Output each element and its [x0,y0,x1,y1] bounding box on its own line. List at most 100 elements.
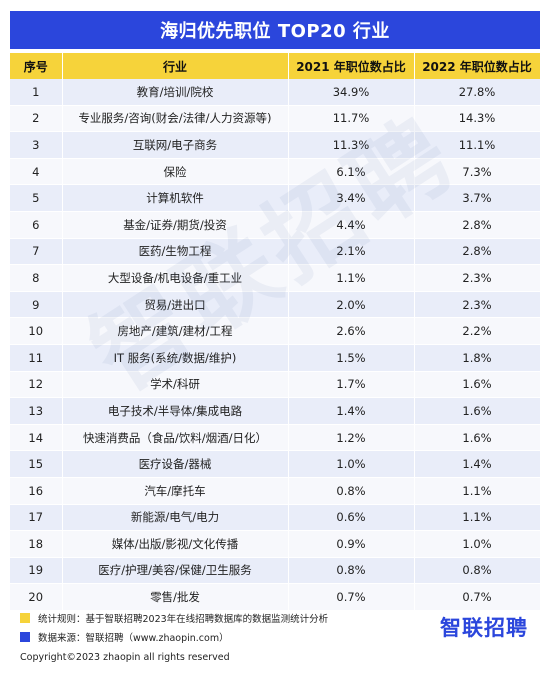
cell-industry: 教育/培训/院校 [62,79,288,105]
cell-industry: 大型设备/机电设备/重工业 [62,265,288,292]
cell-index: 6 [10,211,62,238]
cell-industry: 互联网/电子商务 [62,132,288,159]
cell-2022-share: 1.8% [414,344,540,371]
table-row: 17 新能源/电气/电力 0.6% 1.1% [10,504,540,531]
copyright-text: Copyright©2023 zhaopin all rights reserv… [20,652,230,663]
cell-industry: 医疗/护理/美容/保健/卫生服务 [62,557,288,584]
cell-industry: 汽车/摩托车 [62,477,288,504]
table-row: 12 学术/科研 1.7% 1.6% [10,371,540,398]
note-source: 数据来源：智联招聘（www.zhaopin.com） [20,630,229,644]
cell-2021-share: 3.4% [288,185,414,212]
header-industry: 行业 [62,53,288,79]
cell-2022-share: 3.7% [414,185,540,212]
table-row: 16 汽车/摩托车 0.8% 1.1% [10,477,540,504]
cell-2021-share: 1.5% [288,344,414,371]
cell-industry: 贸易/进出口 [62,291,288,318]
header-2022-share: 2022 年职位数占比 [414,53,540,79]
cell-2022-share: 1.1% [414,477,540,504]
cell-industry: 基金/证券/期货/投资 [62,211,288,238]
cell-2022-share: 7.3% [414,158,540,185]
table-row: 3 互联网/电子商务 11.3% 11.1% [10,132,540,159]
cell-2021-share: 0.6% [288,504,414,531]
cell-industry: 医疗设备/器械 [62,451,288,478]
cell-industry: 房地产/建筑/建材/工程 [62,318,288,345]
cell-2022-share: 1.6% [414,424,540,451]
cell-industry: 快速消费品（食品/饮料/烟酒/日化） [62,424,288,451]
cell-2021-share: 1.1% [288,265,414,292]
cell-index: 8 [10,265,62,292]
cell-2021-share: 0.8% [288,477,414,504]
cell-2022-share: 2.8% [414,238,540,265]
cell-2021-share: 1.7% [288,371,414,398]
cell-2022-share: 1.6% [414,398,540,425]
cell-industry: 专业服务/咨询(财会/法律/人力资源等) [62,105,288,132]
cell-2021-share: 4.4% [288,211,414,238]
note-source-text: 数据来源：智联招聘（www.zhaopin.com） [38,630,229,644]
cell-index: 5 [10,185,62,212]
cell-index: 10 [10,318,62,345]
table-row: 1 教育/培训/院校 34.9% 27.8% [10,79,540,105]
header-2021-share: 2021 年职位数占比 [288,53,414,79]
cell-2021-share: 6.1% [288,158,414,185]
note-rule: 统计规则：基于智联招聘2023年在线招聘数据库的数据监测统计分析 [20,611,328,625]
table-row: 8 大型设备/机电设备/重工业 1.1% 2.3% [10,265,540,292]
cell-2021-share: 1.0% [288,451,414,478]
cell-industry: 保险 [62,158,288,185]
cell-index: 16 [10,477,62,504]
cell-2022-share: 2.3% [414,265,540,292]
cell-index: 11 [10,344,62,371]
cell-index: 4 [10,158,62,185]
cell-index: 14 [10,424,62,451]
cell-index: 15 [10,451,62,478]
cell-index: 13 [10,398,62,425]
table-header-row: 序号 行业 2021 年职位数占比 2022 年职位数占比 [10,53,540,79]
table-row: 5 计算机软件 3.4% 3.7% [10,185,540,212]
cell-industry: IT 服务(系统/数据/维护) [62,344,288,371]
cell-index: 1 [10,79,62,105]
cell-index: 7 [10,238,62,265]
cell-industry: 媒体/出版/影视/文化传播 [62,531,288,558]
cell-2022-share: 2.8% [414,211,540,238]
cell-industry: 电子技术/半导体/集成电路 [62,398,288,425]
cell-2021-share: 1.2% [288,424,414,451]
table-row: 13 电子技术/半导体/集成电路 1.4% 1.6% [10,398,540,425]
cell-industry: 新能源/电气/电力 [62,504,288,531]
cell-index: 9 [10,291,62,318]
cell-index: 2 [10,105,62,132]
table-row: 9 贸易/进出口 2.0% 2.3% [10,291,540,318]
cell-2021-share: 11.3% [288,132,414,159]
yellow-square-icon [20,613,30,623]
industry-table: 序号 行业 2021 年职位数占比 2022 年职位数占比 1 教育/培训/院校 3… [10,53,541,611]
table-row: 10 房地产/建筑/建材/工程 2.6% 2.2% [10,318,540,345]
cell-2022-share: 0.8% [414,557,540,584]
cell-2022-share: 11.1% [414,132,540,159]
cell-industry: 医药/生物工程 [62,238,288,265]
cell-2022-share: 2.3% [414,291,540,318]
table-row: 14 快速消费品（食品/饮料/烟酒/日化） 1.2% 1.6% [10,424,540,451]
note-rule-text: 统计规则：基于智联招聘2023年在线招聘数据库的数据监测统计分析 [38,611,328,625]
cell-2021-share: 2.1% [288,238,414,265]
cell-index: 12 [10,371,62,398]
cell-2022-share: 1.1% [414,504,540,531]
cell-2021-share: 2.0% [288,291,414,318]
cell-index: 18 [10,531,62,558]
table-row: 6 基金/证券/期货/投资 4.4% 2.8% [10,211,540,238]
cell-2021-share: 2.6% [288,318,414,345]
cell-index: 19 [10,557,62,584]
cell-2021-share: 0.9% [288,531,414,558]
cell-2021-share: 11.7% [288,105,414,132]
blue-square-icon [20,632,30,642]
cell-2022-share: 14.3% [414,105,540,132]
cell-2021-share: 34.9% [288,79,414,105]
table-row: 4 保险 6.1% 7.3% [10,158,540,185]
table-row: 7 医药/生物工程 2.1% 2.8% [10,238,540,265]
cell-2022-share: 2.2% [414,318,540,345]
cell-industry: 计算机软件 [62,185,288,212]
brand-logo: 智联招聘 [440,612,528,642]
cell-2021-share: 1.4% [288,398,414,425]
cell-index: 17 [10,504,62,531]
cell-index: 3 [10,132,62,159]
cell-2021-share: 0.8% [288,557,414,584]
table-row: 11 IT 服务(系统/数据/维护) 1.5% 1.8% [10,344,540,371]
footer: 统计规则：基于智联招聘2023年在线招聘数据库的数据监测统计分析 数据来源：智联… [10,600,540,650]
